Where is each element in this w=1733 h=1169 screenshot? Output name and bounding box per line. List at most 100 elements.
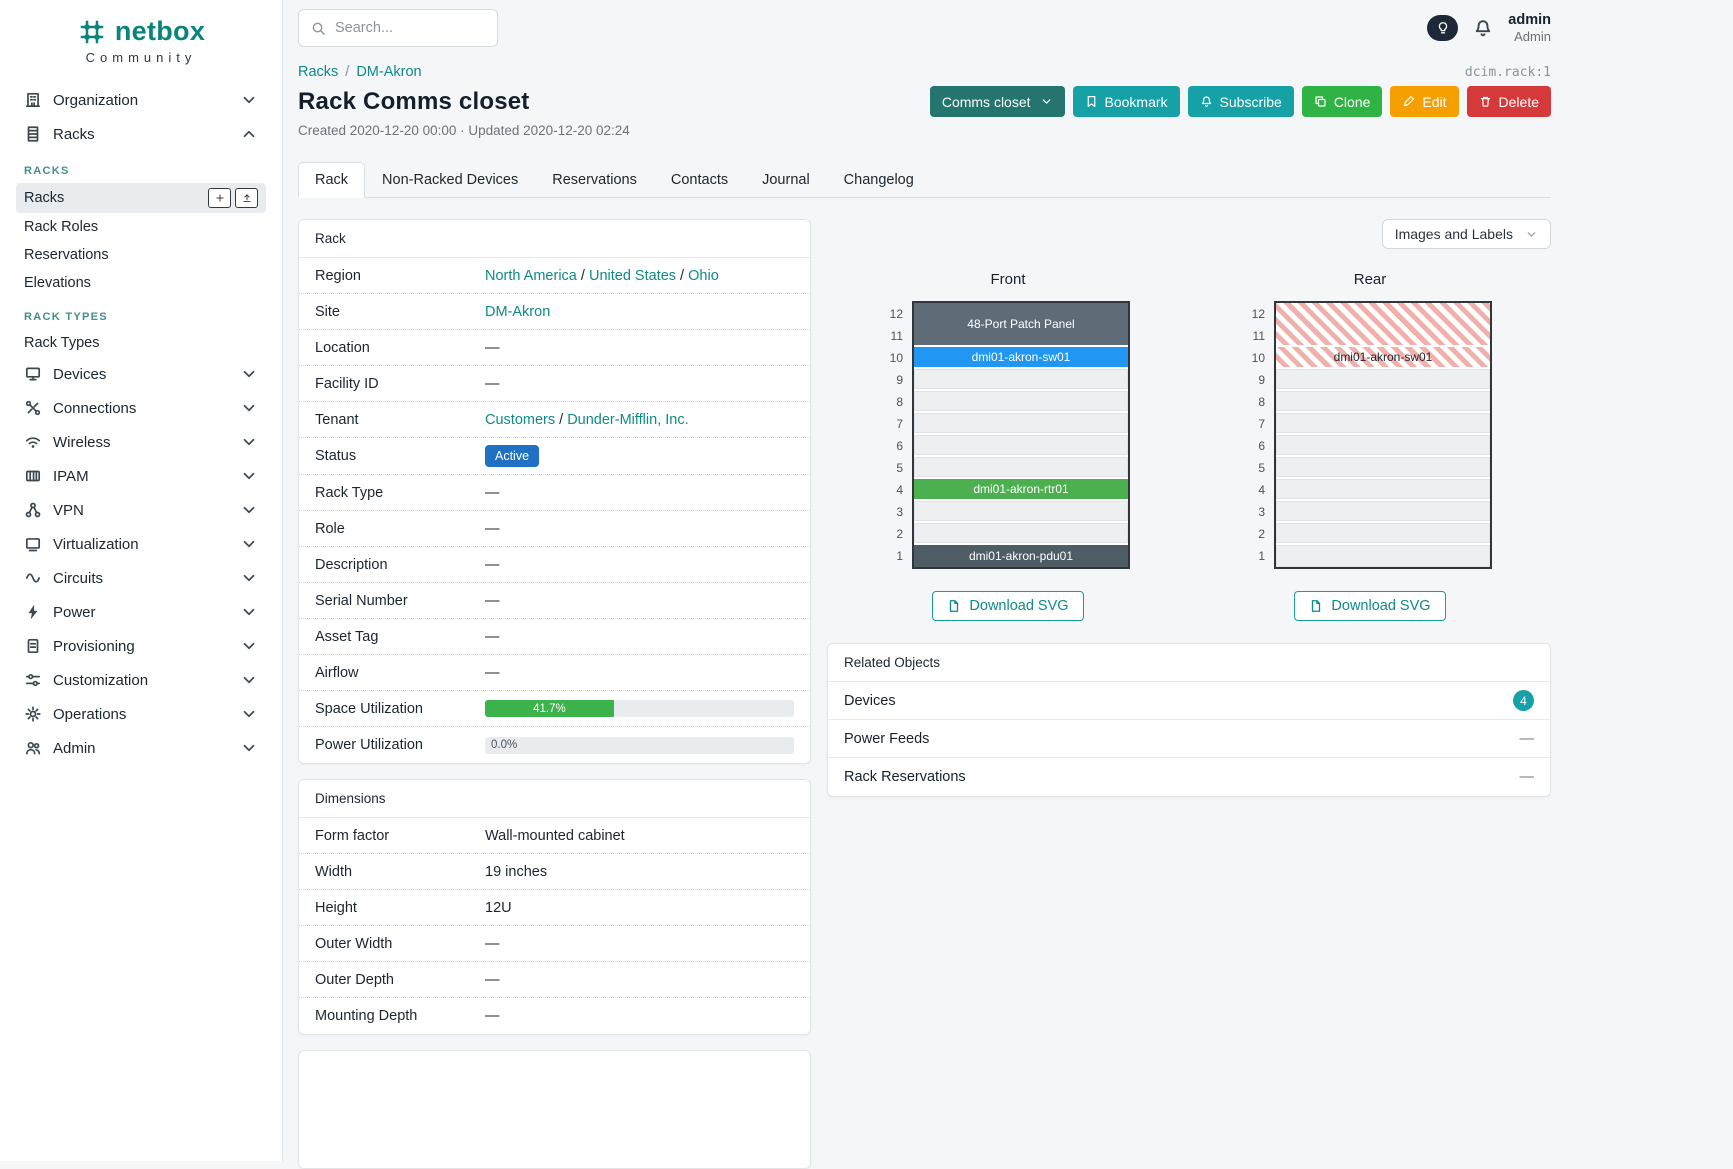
sidebar-item-label: Organization <box>53 92 138 109</box>
rack-device-dmi01-akron-pdu01[interactable]: dmi01-akron-pdu01 <box>914 545 1128 567</box>
tab-reservations[interactable]: Reservations <box>535 162 654 198</box>
rack-device-48-port-patch-panel[interactable]: 48-Port Patch Panel <box>914 303 1128 347</box>
rack-slot-empty[interactable] <box>1276 413 1490 435</box>
rack-slot-empty[interactable] <box>914 523 1128 545</box>
chevron-down-icon <box>1040 95 1053 108</box>
field-row-facility-id: Facility ID— <box>299 366 810 402</box>
netbox-logo[interactable]: netbox Community <box>16 10 266 67</box>
sidebar-item-provisioning[interactable]: Provisioning <box>16 629 266 663</box>
tab-rack[interactable]: Rack <box>298 162 365 198</box>
sidebar-item-label: Admin <box>53 740 96 757</box>
sidebar-item-rack-roles[interactable]: Rack Roles <box>16 213 266 241</box>
add-rack-button[interactable] <box>208 188 231 208</box>
sidebar-item-devices[interactable]: Devices <box>16 357 266 391</box>
value-link-customers[interactable]: Customers <box>485 412 555 428</box>
tab-journal[interactable]: Journal <box>745 162 827 198</box>
related-row-power-feeds[interactable]: Power Feeds— <box>828 720 1550 758</box>
download-svg-button-front[interactable]: Download SVG <box>932 591 1083 621</box>
sidebar-item-admin[interactable]: Admin <box>16 731 266 765</box>
bookmark-icon <box>1085 95 1098 108</box>
tab-changelog[interactable]: Changelog <box>827 162 931 198</box>
value-link-ohio[interactable]: Ohio <box>688 268 719 284</box>
field-label: Location <box>315 340 485 356</box>
delete-button[interactable]: Delete <box>1467 86 1551 117</box>
breadcrumb-link-dm-akron[interactable]: DM-Akron <box>356 64 421 80</box>
value-link-north-america[interactable]: North America <box>485 268 577 284</box>
breadcrumb-link-racks[interactable]: Racks <box>298 64 338 80</box>
file-icon <box>1309 599 1323 613</box>
button-label: Delete <box>1499 94 1539 110</box>
rack-slot-empty[interactable] <box>914 369 1128 391</box>
sidebar-item-power[interactable]: Power <box>16 595 266 629</box>
sidebar-item-wireless[interactable]: Wireless <box>16 425 266 459</box>
unit-number: 5 <box>1248 457 1265 479</box>
rack-slot-empty[interactable] <box>914 501 1128 523</box>
sidebar-item-reservations[interactable]: Reservations <box>16 241 266 269</box>
count-badge: 4 <box>1513 690 1534 711</box>
subscribe-button[interactable]: Subscribe <box>1188 86 1294 117</box>
rack-slot-empty[interactable] <box>914 391 1128 413</box>
rack-slot-empty[interactable] <box>1276 369 1490 391</box>
rack-slot-empty[interactable] <box>1276 523 1490 545</box>
tab-contacts[interactable]: Contacts <box>654 162 745 198</box>
sidebar-item-racks[interactable]: Racks <box>16 117 266 151</box>
import-racks-button[interactable] <box>235 188 258 208</box>
rack-slot-empty[interactable] <box>914 457 1128 479</box>
sidebar-item-elevations[interactable]: Elevations <box>16 269 266 297</box>
related-row-rack-reservations[interactable]: Rack Reservations— <box>828 758 1550 796</box>
rack-device-dmi01-akron-sw01[interactable]: dmi01-akron-sw01 <box>914 347 1128 369</box>
rack-slot-empty[interactable] <box>1276 479 1490 501</box>
field-value: — <box>485 521 794 537</box>
value-link-dunder-mifflin-inc[interactable]: Dunder-Mifflin, Inc. <box>567 412 688 428</box>
unit-number: 5 <box>886 457 903 479</box>
field-row-outer-depth: Outer Depth— <box>299 962 810 998</box>
rack-slot-empty[interactable] <box>1276 545 1490 567</box>
sidebar-item-vpn[interactable]: VPN <box>16 493 266 527</box>
bookmark-button[interactable]: Bookmark <box>1073 86 1180 117</box>
search-input[interactable] <box>335 20 485 36</box>
field-value: — <box>485 376 794 392</box>
chevron-down-icon <box>240 433 258 451</box>
sidebar-item-racks[interactable]: Racks <box>16 183 266 213</box>
rack-slot-empty[interactable] <box>1276 391 1490 413</box>
field-label: Serial Number <box>315 593 485 609</box>
comms-closet-dropdown[interactable]: Comms closet <box>930 86 1065 117</box>
notifications-bell-icon[interactable] <box>1473 18 1493 38</box>
sidebar-item-customization[interactable]: Customization <box>16 663 266 697</box>
edit-button[interactable]: Edit <box>1390 86 1458 117</box>
sidebar-item-ipam[interactable]: IPAM <box>16 459 266 493</box>
rack-slot-empty[interactable] <box>914 435 1128 457</box>
search-box[interactable] <box>298 9 498 47</box>
unit-number: 10 <box>886 347 903 369</box>
user-menu[interactable]: admin Admin <box>1508 11 1551 45</box>
rack-slot-empty[interactable] <box>1276 435 1490 457</box>
tab-non-racked-devices[interactable]: Non-Racked Devices <box>365 162 535 198</box>
related-objects-title: Related Objects <box>828 644 1550 682</box>
download-svg-button-rear[interactable]: Download SVG <box>1294 591 1445 621</box>
sidebar-item-organization[interactable]: Organization <box>16 83 266 117</box>
sidebar-item-operations[interactable]: Operations <box>16 697 266 731</box>
vpn-icon <box>24 501 42 519</box>
field-row-outer-width: Outer Width— <box>299 926 810 962</box>
rack-slot-empty[interactable] <box>914 413 1128 435</box>
unit-number: 2 <box>886 523 903 545</box>
rack-device-dmi01-akron-rtr01[interactable]: dmi01-akron-rtr01 <box>914 479 1128 501</box>
sidebar-item-virtualization[interactable]: Virtualization <box>16 527 266 561</box>
user-role: Admin <box>1508 29 1551 45</box>
unit-number: 6 <box>886 435 903 457</box>
rack-slot-empty[interactable] <box>1276 501 1490 523</box>
sidebar-item-rack-types[interactable]: Rack Types <box>16 329 266 357</box>
sidebar-item-connections[interactable]: Connections <box>16 391 266 425</box>
trash-icon <box>1479 95 1492 108</box>
field-label: Power Utilization <box>315 737 485 753</box>
rack-slot-empty[interactable] <box>1276 457 1490 479</box>
theme-toggle-button[interactable] <box>1427 15 1458 41</box>
clone-button[interactable]: Clone <box>1302 86 1383 117</box>
images-labels-select[interactable]: Images and Labels <box>1382 219 1551 249</box>
sidebar-item-circuits[interactable]: Circuits <box>16 561 266 595</box>
value-link-united-states[interactable]: United States <box>589 268 676 284</box>
value-link-dm-akron[interactable]: DM-Akron <box>485 304 550 320</box>
